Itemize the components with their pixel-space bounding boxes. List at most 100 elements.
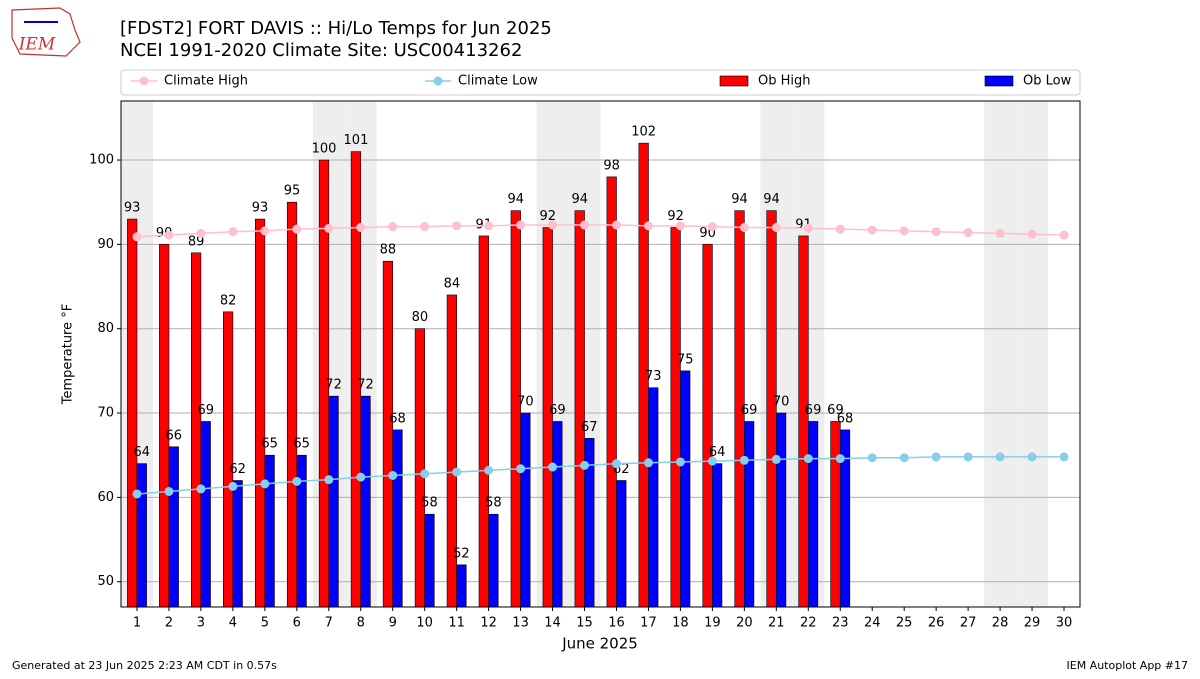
line-marker xyxy=(1059,452,1069,462)
line-marker xyxy=(643,458,653,468)
bar xyxy=(712,463,723,608)
line-marker xyxy=(260,226,270,236)
data-label: 69 xyxy=(197,403,214,418)
bar xyxy=(702,244,713,608)
line-marker xyxy=(452,467,462,477)
line-marker xyxy=(707,456,717,466)
data-label: 64 xyxy=(709,445,726,460)
data-label: 94 xyxy=(508,192,525,207)
line-marker xyxy=(675,221,685,231)
data-label: 52 xyxy=(453,546,470,561)
x-tick-label: 6 xyxy=(293,616,301,631)
line-marker xyxy=(835,454,845,464)
line-marker xyxy=(963,228,973,238)
line-marker xyxy=(164,230,174,240)
x-tick-label: 27 xyxy=(960,616,977,631)
x-tick-label: 10 xyxy=(416,616,433,631)
legend-label: Climate High xyxy=(164,74,248,89)
bar xyxy=(574,210,585,608)
data-label: 75 xyxy=(677,352,694,367)
bar xyxy=(136,463,147,608)
line-marker xyxy=(739,223,749,232)
data-label: 72 xyxy=(357,378,374,393)
data-label: 64 xyxy=(134,445,151,460)
y-axis-label: Temperature °F xyxy=(61,304,76,405)
bar xyxy=(456,564,467,608)
data-label: 94 xyxy=(763,192,780,207)
x-tick-label: 24 xyxy=(864,616,881,631)
line-marker xyxy=(292,476,302,486)
line-marker xyxy=(356,472,366,482)
bar xyxy=(830,421,841,608)
bar xyxy=(328,395,339,608)
footer-left: Generated at 23 Jun 2025 2:23 AM CDT in … xyxy=(12,659,277,672)
x-tick-label: 5 xyxy=(261,616,269,631)
bar xyxy=(670,227,681,608)
line-marker xyxy=(675,457,685,467)
line xyxy=(136,456,1065,495)
line-marker xyxy=(580,220,590,230)
line-marker xyxy=(931,452,941,462)
y-tick-label: 70 xyxy=(97,406,114,421)
logo-text: IEM xyxy=(18,35,56,55)
bar xyxy=(191,252,202,608)
data-label: 69 xyxy=(741,403,758,418)
line-marker xyxy=(132,232,142,242)
data-label: 68 xyxy=(389,411,406,426)
line-marker xyxy=(1027,229,1037,239)
line-marker xyxy=(867,453,877,463)
legend-label: Climate Low xyxy=(458,74,538,89)
line-marker xyxy=(835,224,845,234)
legend-marker xyxy=(433,76,443,86)
data-label: 92 xyxy=(539,209,556,224)
x-tick-label: 11 xyxy=(448,616,465,631)
data-label: 62 xyxy=(229,462,246,477)
x-tick-label: 3 xyxy=(197,616,205,631)
bar xyxy=(744,421,755,608)
bar xyxy=(360,395,371,608)
bar xyxy=(392,429,403,608)
data-label: 72 xyxy=(325,378,342,393)
data-label: 66 xyxy=(165,428,182,443)
bar xyxy=(264,454,275,608)
line-marker xyxy=(1027,452,1037,462)
line-marker xyxy=(516,220,526,230)
bar xyxy=(680,370,691,608)
chart-subtitle: NCEI 1991-2020 Climate Site: USC00413262 xyxy=(120,40,522,61)
bar xyxy=(616,480,627,608)
x-tick-label: 23 xyxy=(832,616,849,631)
line-marker xyxy=(707,222,717,232)
line-marker xyxy=(196,228,206,238)
line-marker xyxy=(963,452,973,462)
data-label: 69 xyxy=(549,403,566,418)
line-marker xyxy=(739,455,749,465)
bar xyxy=(222,311,234,608)
line-marker xyxy=(452,221,462,231)
y-tick-label: 100 xyxy=(89,153,114,168)
legend-swatch xyxy=(984,75,1014,87)
line-marker xyxy=(228,481,238,491)
data-label: 92 xyxy=(667,209,684,224)
bar xyxy=(798,235,809,608)
y-tick-label: 50 xyxy=(97,574,114,589)
x-tick-label: 1 xyxy=(133,616,141,631)
x-tick-label: 17 xyxy=(640,616,657,631)
line-marker xyxy=(643,221,653,231)
x-tick-label: 7 xyxy=(325,616,333,631)
data-label: 93 xyxy=(124,201,141,216)
line-marker xyxy=(1059,230,1069,240)
bar xyxy=(520,412,531,608)
chart-title: [FDST2] FORT DAVIS :: Hi/Lo Temps for Ju… xyxy=(120,18,552,39)
line-marker xyxy=(995,228,1005,238)
data-label: 93 xyxy=(252,201,269,216)
data-label: 82 xyxy=(220,293,237,308)
bar xyxy=(424,513,435,608)
x-tick-label: 19 xyxy=(704,616,721,631)
data-label: 67 xyxy=(581,420,598,435)
data-label: 70 xyxy=(773,395,790,410)
line-marker xyxy=(995,452,1005,462)
line-marker xyxy=(867,225,877,235)
bar xyxy=(200,421,211,608)
